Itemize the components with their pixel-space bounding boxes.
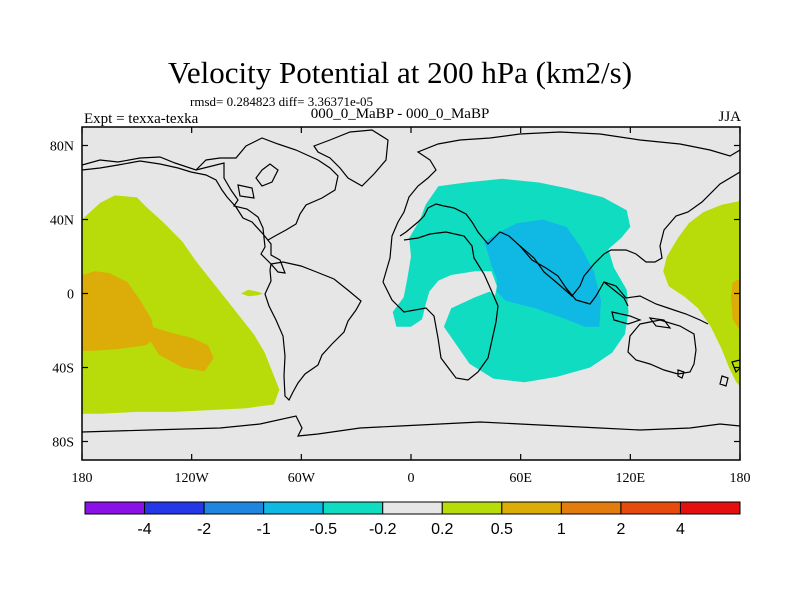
colorbar-swatch <box>501 501 562 515</box>
colorbar-swatch <box>203 501 265 515</box>
y-tick-label: 80S <box>52 436 74 451</box>
x-tick-label: 180 <box>730 471 751 486</box>
colorbar-swatch <box>441 501 503 515</box>
region-atlantic-positive-blob <box>241 289 263 297</box>
region-west-pacific-positive-core <box>730 278 740 331</box>
coastline-indonesia <box>603 281 709 329</box>
x-tick-label: 180 <box>72 471 93 486</box>
x-tick-label: 120E <box>616 471 646 486</box>
coastline-antarctica <box>82 415 740 437</box>
colorbar-label: -1 <box>257 521 271 538</box>
colorbar-label: -4 <box>137 521 151 538</box>
season-label: JJA <box>718 109 741 125</box>
x-tick-label: 120W <box>175 471 210 486</box>
y-tick-label: 40N <box>50 214 74 229</box>
region-south-pacific-positive-core <box>149 326 214 372</box>
coastline-south-america <box>264 261 362 402</box>
y-tick-label: 80N <box>50 140 74 155</box>
experiment-label: Expt = texxa-texka <box>84 111 199 127</box>
colorbar-swatch <box>382 501 443 515</box>
x-tick-label: 0 <box>408 471 415 486</box>
coastline-new-zealand <box>719 359 740 387</box>
coastline-canada-arctic <box>195 137 339 241</box>
difference-label: 000_0_MaBP - 000_0_MaBP <box>310 106 490 122</box>
colorbar-label: 1 <box>557 521 566 538</box>
colorbar-label: -0.2 <box>369 521 397 538</box>
colorbar-label: -0.5 <box>309 521 337 538</box>
region-pacific-positive-outer <box>82 195 280 414</box>
y-tick-label: 40S <box>52 362 74 377</box>
colorbar-swatch <box>84 501 146 515</box>
region-eastern-hemisphere-negative-core <box>484 219 602 327</box>
colorbar-swatch <box>679 501 741 515</box>
colorbar-label: 4 <box>676 521 685 538</box>
coastline-australia <box>627 319 697 379</box>
colorbar-swatch <box>144 501 205 515</box>
coastline-india-seasia <box>519 245 629 307</box>
colorbar-label: -2 <box>197 521 211 538</box>
colorbar-label: 0.5 <box>491 521 513 538</box>
colorbar-label: 0.2 <box>431 521 453 538</box>
colorbar-swatch <box>560 501 622 515</box>
colorbar-label: 2 <box>616 521 625 538</box>
colorbar-swatch <box>620 501 681 515</box>
region-pacific-positive-core <box>82 271 156 351</box>
x-tick-label: 60E <box>509 471 532 486</box>
colorbar-swatch <box>322 501 384 515</box>
chart-title: Velocity Potential at 200 hPa (km2/s) <box>167 55 633 90</box>
colorbar-swatch <box>263 501 324 515</box>
coastline-north-america <box>82 156 286 274</box>
region-west-pacific-positive <box>663 201 740 386</box>
x-tick-label: 60W <box>288 471 316 486</box>
coastline-africa <box>382 231 499 381</box>
stats-label: rmsd= 0.284823 diff= 3.36371e-05 <box>190 94 374 109</box>
y-tick-label: 0 <box>67 288 74 303</box>
coastline-greenland <box>313 129 389 187</box>
